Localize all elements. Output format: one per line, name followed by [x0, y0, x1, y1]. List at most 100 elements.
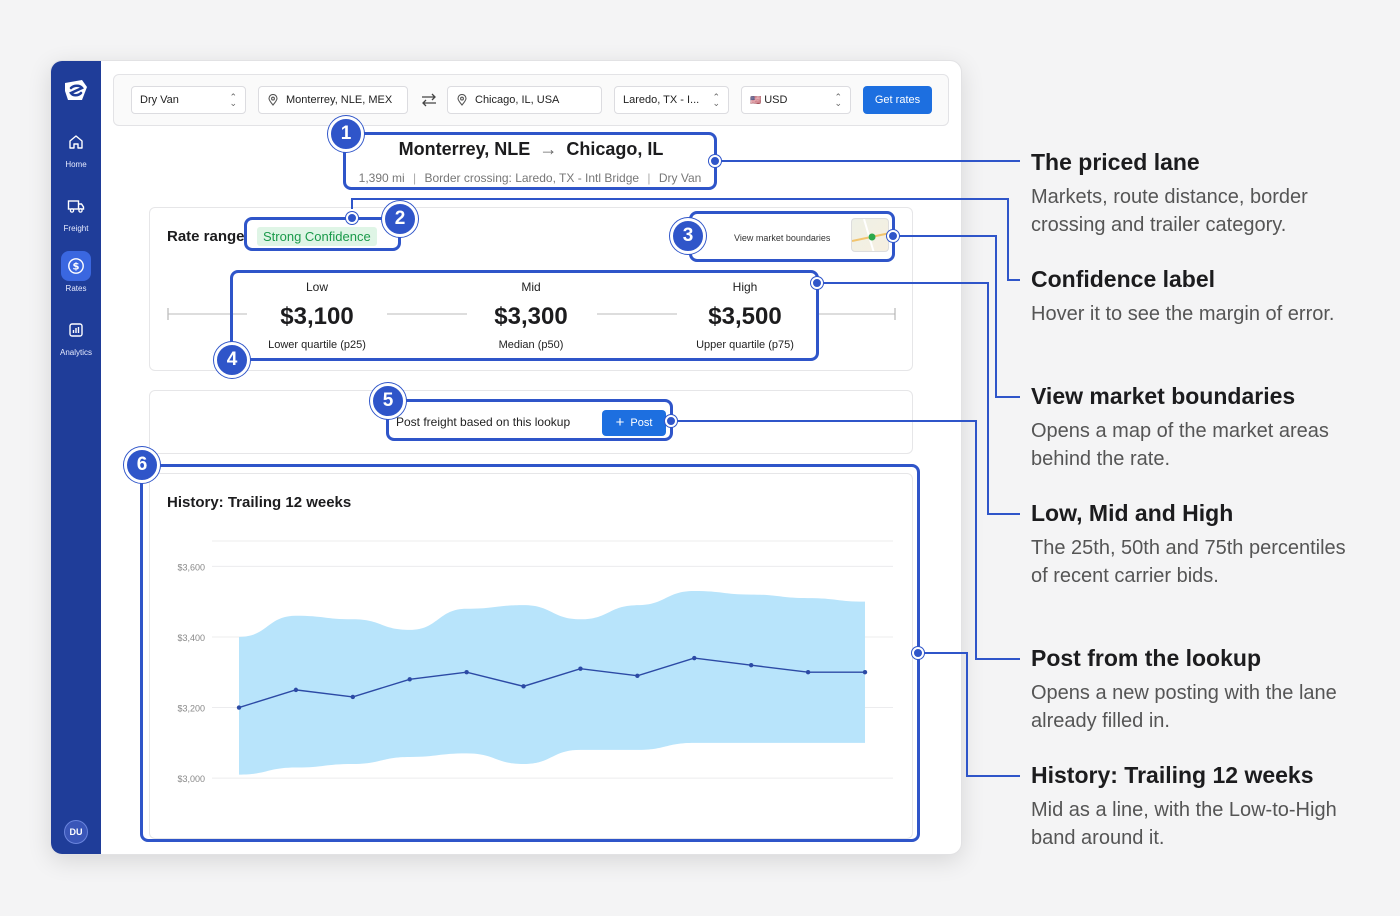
- mid-point: [692, 655, 697, 661]
- app-logo-icon[interactable]: [62, 77, 90, 105]
- separator: |: [413, 171, 417, 185]
- history-card: History: Trailing 12 weeks $3,000 $3,200 $…: [149, 473, 913, 839]
- sidebar-item-label: Rates: [65, 284, 87, 293]
- mid-point: [407, 677, 412, 682]
- location-pin-icon: [457, 94, 467, 106]
- low-percentile: Low $3,100 Lower quartile (p25): [232, 280, 402, 351]
- mid-sub: Median (p50): [498, 339, 564, 351]
- map-pin-icon: [852, 219, 888, 251]
- note-title-2: Confidence label: [1031, 266, 1216, 292]
- lane-title: Monterrey, NLE → Chicago, IL: [351, 139, 711, 160]
- callout-number-4: 4: [214, 342, 250, 378]
- rate-range-label: Rate range: [167, 228, 245, 245]
- mid-line: [238, 657, 865, 709]
- mid-point: [635, 673, 640, 678]
- crossing-value: Laredo, TX - I...: [623, 94, 700, 106]
- low-heading: Low: [305, 280, 328, 294]
- search-toolbar: Dry Van ⌃ ⌄ Monterrey, NLE, MEX Chicago, …: [113, 74, 949, 126]
- equipment-select[interactable]: Dry Van ⌃ ⌄: [131, 86, 246, 114]
- select-chevron-icon: ⌃ ⌄: [712, 92, 720, 108]
- lane-origin: Monterrey, NLE: [398, 139, 531, 159]
- crossing-select[interactable]: Laredo, TX - I... ⌃ ⌄: [614, 86, 729, 114]
- note-title-3: View market boundaries: [1031, 383, 1296, 409]
- home-icon: [61, 127, 91, 157]
- mid-point: [862, 670, 868, 675]
- mid-percentile: Mid $3,300 Median (p50): [446, 280, 616, 351]
- high-value: $3,500: [708, 303, 782, 330]
- map-thumbnail[interactable]: [851, 218, 889, 252]
- destination-input[interactable]: Chicago, IL, USA: [447, 86, 602, 114]
- highlight-lane: [343, 132, 717, 190]
- bar-chart-icon: [61, 315, 91, 345]
- highlight-confidence: [244, 217, 401, 251]
- mid-point: [805, 670, 811, 675]
- sidebar-item-freight[interactable]: Freight: [51, 191, 101, 233]
- lane-destination: Chicago, IL: [566, 139, 664, 159]
- note-body-6: Mid as a line, with the Low-to-High band…: [1031, 799, 1337, 849]
- mid-point: [236, 705, 242, 710]
- highlight-post: [386, 399, 673, 441]
- currency-select[interactable]: 🇺🇸 USD ⌃ ⌄: [741, 86, 851, 114]
- lane-trailer: Dry Van: [658, 171, 702, 185]
- destination-value: Chicago, IL, USA: [475, 94, 560, 106]
- y-tick-label: $3,200: [177, 704, 205, 714]
- connector-dot: [811, 277, 823, 289]
- equipment-value: Dry Van: [140, 94, 179, 106]
- origin-value: Monterrey, NLE, MEX: [286, 94, 393, 106]
- mid-heading: Mid: [521, 280, 541, 294]
- connector-dot: [912, 647, 924, 659]
- highlight-market-boundaries: [689, 211, 895, 262]
- mid-point: [350, 694, 356, 700]
- low-high-band: [239, 591, 865, 775]
- sidebar-item-rates[interactable]: $ Rates: [51, 251, 101, 293]
- note-title-1: The priced lane: [1031, 149, 1200, 175]
- dollar-icon: $: [61, 251, 91, 281]
- swap-icon[interactable]: [420, 92, 438, 108]
- highlight-percentiles: [230, 270, 819, 361]
- mid-point: [748, 662, 754, 668]
- sidebar-item-label: Freight: [63, 224, 89, 233]
- connector-dot: [346, 212, 358, 224]
- lane-details: 1,390 mi | Border crossing: Laredo, TX -…: [345, 171, 715, 185]
- mid-value: $3,300: [494, 303, 568, 330]
- callout-number-3: 3: [670, 218, 706, 254]
- avatar[interactable]: DU: [64, 820, 88, 844]
- note-body-5: Opens a new posting with the lane alread…: [1031, 682, 1337, 732]
- note-title-5: Post from the lookup: [1031, 645, 1261, 671]
- sidebar-item-home[interactable]: Home: [51, 127, 101, 169]
- range-scale-line: [167, 308, 896, 320]
- high-heading: High: [732, 280, 758, 294]
- callout-number-2: 2: [382, 201, 418, 237]
- sidebar-item-label: Home: [65, 160, 87, 169]
- mid-point: [521, 684, 526, 689]
- note-body-3: Opens a map of the market areas behind t…: [1031, 420, 1329, 470]
- view-market-boundaries-link[interactable]: View market boundaries: [734, 233, 831, 243]
- plus-icon: +: [615, 414, 625, 431]
- y-tick-label: $3,400: [177, 633, 205, 643]
- note-body-2: Hover it to see the margin of error.: [1031, 303, 1335, 325]
- rate-range-card: Rate range Strong Confidence View market…: [149, 207, 913, 371]
- note-title-4: Low, Mid and High: [1031, 500, 1234, 526]
- confidence-badge[interactable]: Strong Confidence: [257, 227, 377, 246]
- origin-input[interactable]: Monterrey, NLE, MEX: [258, 86, 408, 114]
- svg-text:$: $: [73, 262, 80, 273]
- sidebar-item-analytics[interactable]: Analytics: [51, 315, 101, 357]
- lane-border: Border crossing: Laredo, TX - Intl Bridg…: [424, 171, 640, 185]
- high-percentile: High $3,500 Upper quartile (p75): [660, 280, 830, 351]
- mid-point: [293, 687, 299, 693]
- select-chevron-icon: ⌃ ⌄: [834, 92, 842, 108]
- note-body-4: The 25th, 50th and 75th percentiles of r…: [1031, 537, 1346, 587]
- post-button[interactable]: + Post: [602, 410, 666, 436]
- connector-dot: [665, 415, 677, 427]
- note-body-1: Markets, route distance, border crossing…: [1031, 186, 1308, 236]
- y-tick-label: $3,600: [177, 562, 205, 572]
- truck-icon: [61, 191, 91, 221]
- currency-value: USD: [764, 94, 788, 106]
- history-title: History: Trailing 12 weeks: [167, 494, 352, 511]
- mid-point: [464, 670, 469, 675]
- high-sub: Upper quartile (p75): [696, 339, 794, 351]
- get-rates-button[interactable]: Get rates: [863, 86, 932, 114]
- low-sub: Lower quartile (p25): [268, 339, 366, 351]
- low-value: $3,100: [280, 303, 354, 330]
